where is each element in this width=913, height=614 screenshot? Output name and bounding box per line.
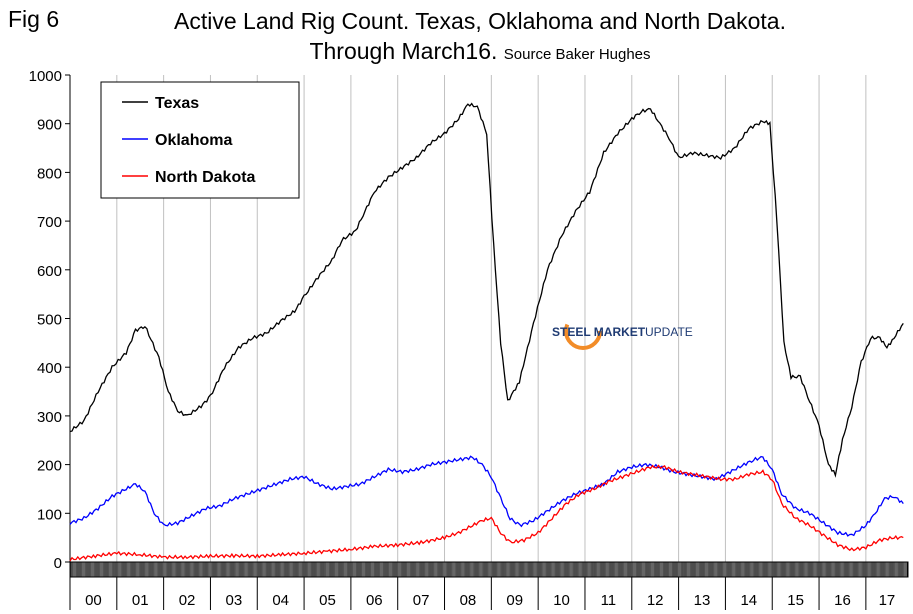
y-axis-tick-label: 100 <box>37 506 62 523</box>
x-axis-tick-label: 06 <box>366 592 383 609</box>
y-axis-tick-label: 0 <box>54 555 62 572</box>
y-axis-tick-labels: 0 100 200 300 400 500 600 700 800 900 1000 <box>29 68 62 572</box>
x-axis-tick-label: 11 <box>601 592 617 609</box>
chart-title: Active Land Rig Count. Texas, Oklahoma a… <box>90 6 870 70</box>
y-axis-tick-label: 700 <box>37 214 62 231</box>
x-axis-tick-label: 10 <box>553 592 570 609</box>
logo-text-light: UPDATE <box>645 325 693 339</box>
x-axis-tick-label: 16 <box>834 592 851 609</box>
steel-market-update-logo: STEEL MARKET UPDATE <box>552 312 693 350</box>
x-axis-band <box>69 561 909 578</box>
y-axis-tick-label: 900 <box>37 117 62 134</box>
x-axis-tick-label: 01 <box>132 592 149 609</box>
series-line-texas <box>69 102 904 478</box>
chart-title-line-1: Active Land Rig Count. Texas, Oklahoma a… <box>174 8 786 34</box>
y-axis-tick-label: 300 <box>37 409 62 426</box>
chart-source-text: Source Baker Hughes <box>503 46 651 63</box>
x-axis-tick-label: 07 <box>413 592 430 609</box>
x-axis-tick-label: 04 <box>272 592 289 609</box>
figure-label: Fig 6 <box>8 6 60 32</box>
x-axis-tick-label: 00 <box>85 592 102 609</box>
logo-swoosh-icon <box>564 312 602 350</box>
y-axis-tick-label: 400 <box>37 360 62 377</box>
x-axis-tick-label: 05 <box>319 592 336 609</box>
axes <box>65 74 908 610</box>
x-axis-tick-label: 08 <box>460 592 477 609</box>
legend-label-texas: Texas <box>155 95 199 112</box>
y-axis-tick-label: 200 <box>37 458 62 475</box>
y-axis-tick-label: 1000 <box>29 68 62 85</box>
x-axis-tick-label: 15 <box>787 592 804 609</box>
series-line-north-dakota <box>69 464 904 562</box>
legend-label-oklahoma: Oklahoma <box>155 132 232 149</box>
y-axis-tick-label: 600 <box>37 263 62 280</box>
legend-label-north-dakota: North Dakota <box>155 169 256 186</box>
x-axis-tick-label: 17 <box>879 592 896 609</box>
x-axis-tick-label: 12 <box>647 592 664 609</box>
legend: Texas Oklahoma North Dakota <box>100 81 300 199</box>
logo-text-bold: STEEL MARKET <box>552 325 646 339</box>
chart-title-through-text: Through March16. <box>309 38 498 64</box>
y-axis-tick-label: 800 <box>37 165 62 182</box>
series-lines <box>69 102 904 562</box>
series-line-oklahoma <box>69 455 904 537</box>
x-axis-tick-label: 13 <box>694 592 711 609</box>
y-axis-tick-label: 500 <box>37 312 62 329</box>
chart-title-line-2: Through March16. Source Baker Hughes <box>90 36 870 70</box>
x-axis-tick-label: 09 <box>506 592 523 609</box>
x-axis-tick-label: 14 <box>740 592 757 609</box>
x-axis-tick-labels: 00 01 02 03 04 05 06 07 08 09 10 11 12 13 14 15 16 17 <box>85 592 895 609</box>
x-axis-tick-label: 03 <box>226 592 243 609</box>
x-axis-tick-label: 02 <box>179 592 196 609</box>
